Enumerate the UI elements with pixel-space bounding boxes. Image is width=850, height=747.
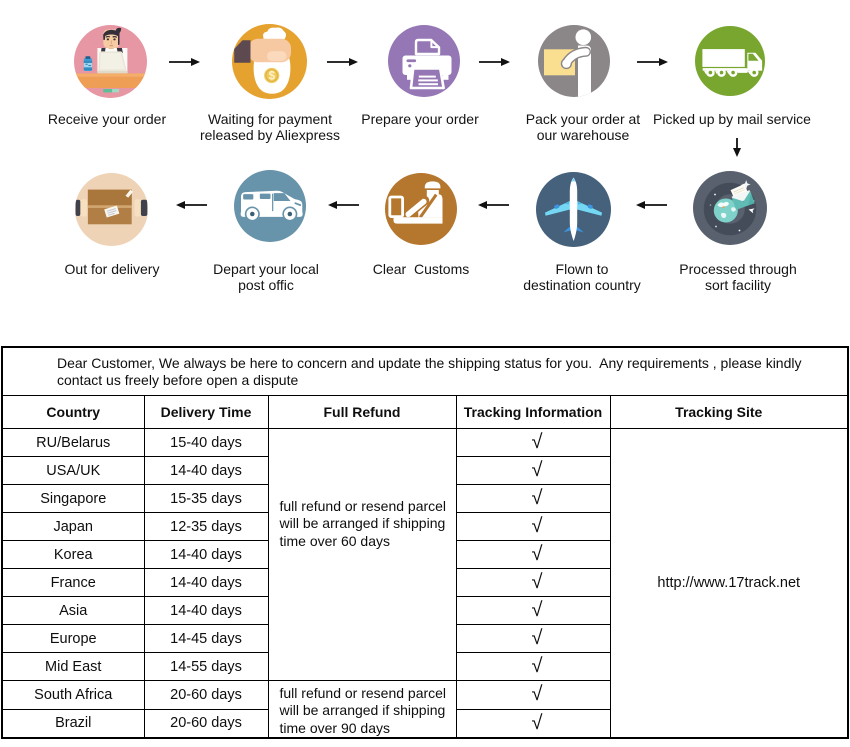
svg-text:$: $	[269, 71, 276, 83]
